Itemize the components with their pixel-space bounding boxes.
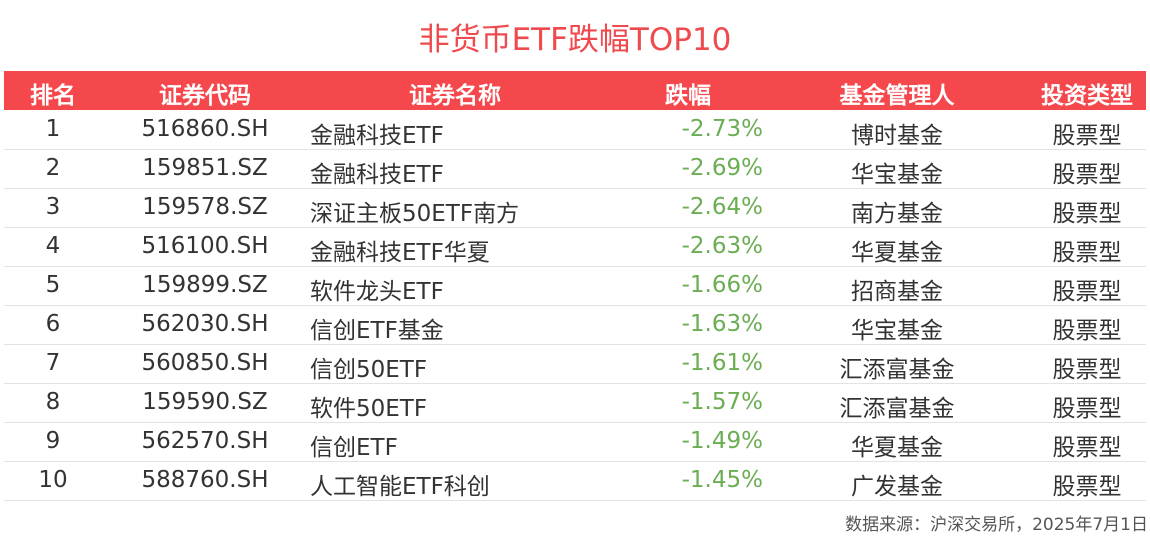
cell: 股票型 <box>1052 240 1122 266</box>
cell: 3 <box>45 194 61 220</box>
cell: 560850.SH <box>141 350 269 376</box>
cell: 股票型 <box>1052 279 1122 305</box>
row-separator <box>4 344 1146 345</box>
cell: 588760.SH <box>141 467 269 493</box>
header-row <box>4 71 1146 110</box>
cell: 招商基金 <box>851 279 943 305</box>
cell: 9 <box>45 428 61 454</box>
cell: 金融科技ETF <box>310 123 444 149</box>
cell: 股票型 <box>1052 474 1122 500</box>
cell: 8 <box>45 389 61 415</box>
header-cell: 证券名称 <box>409 83 501 109</box>
row-separator <box>4 305 1146 306</box>
title: 非货币ETF跌幅TOP10 <box>418 22 732 58</box>
cell: 562570.SH <box>141 428 269 454</box>
cell: -1.45% <box>681 467 763 493</box>
cell: -1.49% <box>681 428 763 454</box>
cell: -1.57% <box>681 389 763 415</box>
cell: 159851.SZ <box>142 155 268 181</box>
cell: -2.63% <box>681 233 763 259</box>
cell: 7 <box>45 350 61 376</box>
cell: 股票型 <box>1052 357 1122 383</box>
cell: 516860.SH <box>141 116 269 142</box>
cell: 信创ETF基金 <box>310 318 444 344</box>
cell: 股票型 <box>1052 201 1122 227</box>
row-separator <box>4 266 1146 267</box>
cell: 金融科技ETF <box>310 162 444 188</box>
row-separator <box>4 227 1146 228</box>
row-separator <box>4 383 1146 384</box>
cell: 华夏基金 <box>851 435 943 461</box>
cell: 华夏基金 <box>851 240 943 266</box>
cell: 159899.SZ <box>142 272 268 298</box>
source: 数据来源：沪深交易所，2025年7月1日 <box>845 515 1148 535</box>
header-cell: 证券代码 <box>159 83 251 109</box>
header-cell: 投资类型 <box>1041 83 1133 109</box>
cell: 2 <box>45 155 61 181</box>
cell: 软件50ETF <box>310 396 428 422</box>
cell: 6 <box>45 311 61 337</box>
cell: 广发基金 <box>851 474 943 500</box>
cell: 股票型 <box>1052 123 1122 149</box>
cell: 股票型 <box>1052 435 1122 461</box>
row-separator <box>4 500 1146 501</box>
cell: -1.63% <box>681 311 763 337</box>
row-separator <box>4 188 1146 189</box>
header-cell: 跌幅 <box>665 83 711 109</box>
cell: 1 <box>45 116 61 142</box>
cell: 股票型 <box>1052 318 1122 344</box>
cell: -2.69% <box>681 155 763 181</box>
cell: 信创50ETF <box>310 357 428 383</box>
cell: 汇添富基金 <box>839 396 955 422</box>
row-separator <box>4 422 1146 423</box>
header-cell: 排名 <box>30 83 76 109</box>
cell: -2.64% <box>681 194 763 220</box>
cell: 信创ETF <box>310 435 398 461</box>
cell: 华宝基金 <box>851 318 943 344</box>
cell: 股票型 <box>1052 162 1122 188</box>
cell: 5 <box>45 272 61 298</box>
cell: 人工智能ETF科创 <box>310 474 490 500</box>
cell: 南方基金 <box>851 201 943 227</box>
cell: 516100.SH <box>141 233 269 259</box>
cell: 562030.SH <box>141 311 269 337</box>
cell: 金融科技ETF华夏 <box>310 240 490 266</box>
cell: 股票型 <box>1052 396 1122 422</box>
cell: -1.61% <box>681 350 763 376</box>
cell: 深证主板50ETF南方 <box>310 201 520 227</box>
cell: 汇添富基金 <box>839 357 955 383</box>
cell: 10 <box>38 467 68 493</box>
cell: 软件龙头ETF <box>310 279 444 305</box>
cell: 4 <box>45 233 61 259</box>
cell: 159578.SZ <box>142 194 268 220</box>
cell: -1.66% <box>681 272 763 298</box>
row-separator <box>4 461 1146 462</box>
row-separator <box>4 149 1146 150</box>
header-cell: 基金管理人 <box>839 83 955 109</box>
cell: 华宝基金 <box>851 162 943 188</box>
cell: 159590.SZ <box>142 389 268 415</box>
cell: 博时基金 <box>851 123 943 149</box>
cell: -2.73% <box>681 116 763 142</box>
